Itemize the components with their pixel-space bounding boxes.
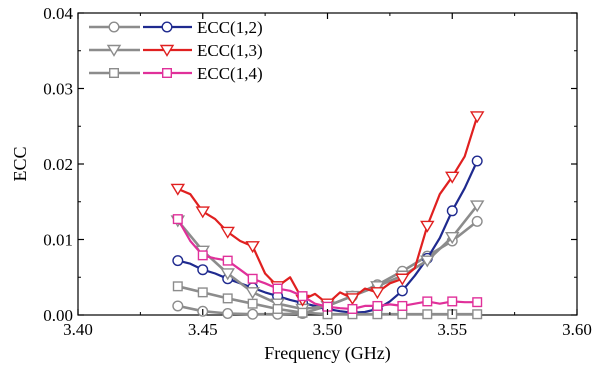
series-5-point [397, 309, 408, 320]
legend-label: ECC(1,2) [197, 18, 263, 37]
legend-series-marker [161, 21, 173, 33]
series-4-point [370, 287, 385, 300]
series-4-point [445, 171, 460, 184]
x-tick-label: 3.60 [562, 320, 592, 339]
y-tick-label: 0.01 [43, 231, 73, 250]
series-5-point [422, 309, 433, 320]
legend-label: ECC(1,3) [197, 41, 263, 60]
series-1-point [247, 308, 259, 320]
series-2 [172, 155, 483, 319]
series-4-point [245, 241, 260, 254]
data-series-layer [170, 111, 485, 320]
legend: ECC(1,2) ECC(1,3) ECC(1,4) [89, 18, 263, 83]
x-tick-label: 3.40 [63, 320, 93, 339]
series-1-point [471, 215, 483, 227]
series-6-point [447, 296, 458, 307]
series-2-point [396, 285, 408, 297]
series-4 [170, 111, 485, 311]
series-2-point [197, 264, 209, 276]
series-4-point [395, 273, 410, 286]
series-4-point [170, 183, 186, 196]
series-5-point [372, 309, 383, 320]
y-tick-label: 0.04 [43, 4, 73, 23]
series-2-line [177, 160, 479, 314]
series-4-point [220, 226, 235, 239]
series-5-point [222, 293, 233, 304]
series-4-point [469, 111, 485, 124]
series-1-point [222, 307, 234, 319]
legend-row-2: ECC(1,3) [89, 41, 263, 60]
series-6-point [347, 303, 358, 314]
legend-row-1: ECC(1,2) [89, 18, 263, 37]
plot-frame [77, 12, 578, 316]
legend-label: ECC(1,4) [197, 64, 263, 83]
x-tick-label: 3.45 [188, 320, 218, 339]
axes-layer: 3.40 3.45 3.50 3.55 3.60 0.00 0.01 0.02 0.03 0.04 [43, 4, 592, 339]
series-3-point [370, 281, 385, 294]
series-6-point [472, 297, 483, 308]
series-3-point [445, 232, 460, 245]
series-6-point [297, 291, 308, 302]
series-6-point [247, 273, 258, 284]
series-4-point [420, 220, 435, 233]
legend-series-marker [161, 67, 172, 78]
legend-gray-marker [108, 21, 120, 33]
series-5-point [472, 309, 483, 320]
series-6-point [222, 255, 233, 266]
x-axis-title: Frequency (GHz) [264, 343, 390, 364]
series-1-point [172, 300, 184, 312]
series-6-point [172, 214, 183, 225]
y-tick-label: 0.03 [43, 80, 73, 99]
legend-row-3: ECC(1,4) [89, 64, 263, 83]
series-3-point [220, 268, 235, 281]
x-tick-label: 3.50 [313, 320, 343, 339]
x-tick-label: 3.55 [437, 320, 467, 339]
plot-area [77, 12, 578, 316]
y-tick-label: 0.02 [43, 155, 73, 174]
series-5-point [297, 307, 308, 318]
legend-gray-marker [108, 67, 119, 78]
series-5-point [172, 281, 183, 292]
series-5-point [247, 298, 258, 309]
y-tick-label: 0.00 [43, 306, 73, 325]
series-4-point [345, 293, 360, 306]
series-2-point [446, 205, 458, 217]
series-2-point [172, 255, 184, 267]
y-axis-title: ECC [10, 146, 30, 181]
series-2-point [471, 155, 483, 167]
series-6-point [272, 283, 283, 294]
series-6 [172, 214, 483, 314]
series-6-point [372, 300, 383, 311]
series-3-point [420, 255, 435, 268]
series-6-point [397, 300, 408, 311]
series-3-point [245, 287, 260, 300]
series-5-point [197, 287, 208, 298]
series-6-point [197, 250, 208, 261]
series-6-point [422, 296, 433, 307]
series-5-point [272, 303, 283, 314]
legend-series-marker [159, 44, 175, 57]
series-3-point [469, 200, 485, 213]
legend-gray-marker [106, 44, 122, 57]
series-4-point [195, 206, 210, 219]
